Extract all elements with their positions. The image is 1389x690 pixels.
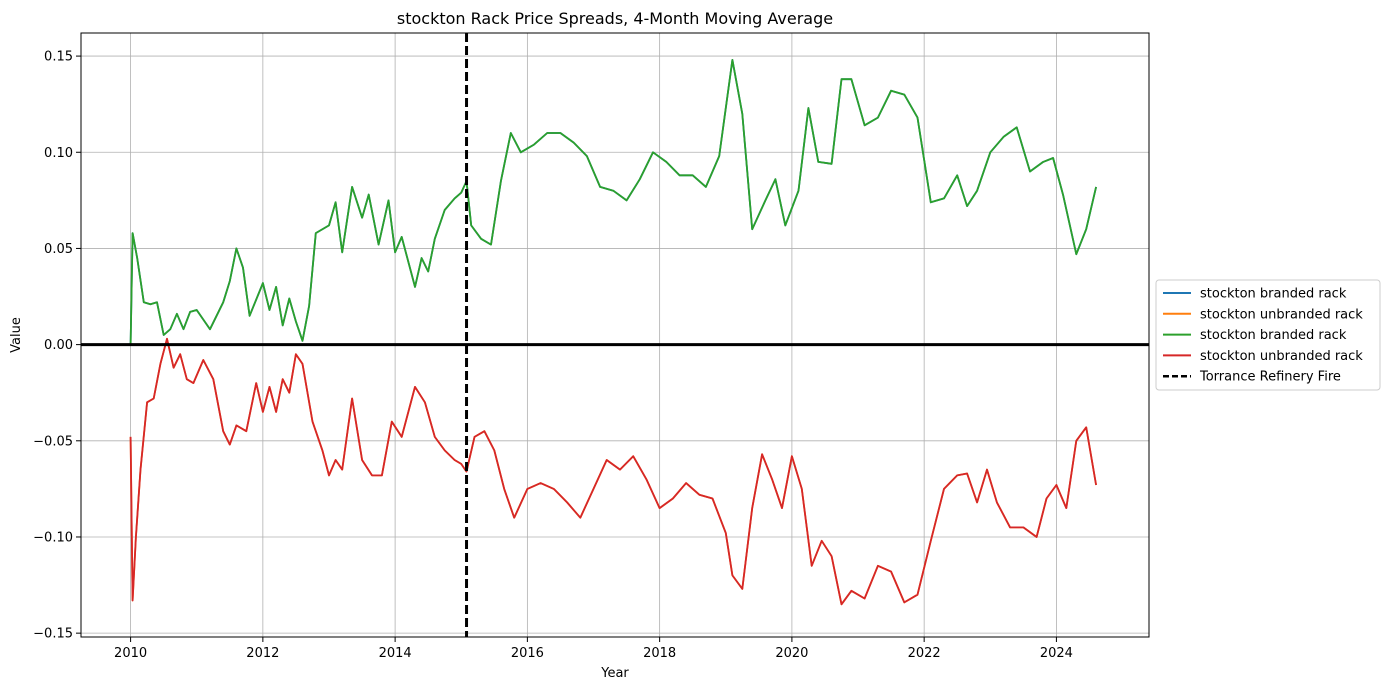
y-tick-label: −0.15	[33, 627, 73, 642]
legend: stockton branded rack stockton unbranded …	[1155, 279, 1381, 391]
x-axis-title: Year	[600, 666, 629, 681]
x-tick-label: 2024	[1040, 646, 1073, 661]
chart-title: stockton Rack Price Spreads, 4-Month Mov…	[397, 9, 833, 28]
plot-frame	[80, 32, 1150, 638]
legend-box	[1155, 279, 1381, 391]
x-tick-label: 2022	[908, 646, 941, 661]
legend-label: stockton unbranded rack	[1200, 349, 1363, 364]
series-line-4	[129, 337, 1097, 606]
series-line-3	[129, 59, 1097, 345]
legend-label: stockton branded rack	[1200, 287, 1347, 302]
y-axis-title: Value	[9, 317, 24, 353]
legend-label: stockton branded rack	[1200, 328, 1347, 343]
legend-label: stockton unbranded rack	[1200, 307, 1363, 322]
y-tick-label: 0.15	[44, 50, 73, 65]
y-tick-label: 0.05	[44, 242, 73, 257]
reference-lines	[81, 33, 1149, 637]
y-tick-label: −0.05	[33, 434, 73, 449]
legend-label: Torrance Refinery Fire	[1199, 370, 1341, 385]
x-tick-label: 2010	[114, 646, 147, 661]
y-tick-label: 0.00	[44, 338, 73, 353]
series-lines	[129, 59, 1097, 606]
x-tick-label: 2014	[379, 646, 412, 661]
y-tick-label: −0.10	[33, 530, 73, 545]
x-tick-label: 2016	[511, 646, 544, 661]
x-tick-label: 2012	[246, 646, 279, 661]
y-tick-label: 0.10	[44, 146, 73, 161]
x-tick-label: 2020	[775, 646, 808, 661]
x-tick-label: 2018	[643, 646, 676, 661]
y-axis-ticks: −0.15 −0.10 −0.05 0.00 0.05 0.10 0.15	[33, 50, 81, 642]
x-axis-ticks: 2010 2012 2014 2016 2018 2020 2022 2024	[114, 637, 1073, 661]
gridlines	[81, 33, 1149, 637]
